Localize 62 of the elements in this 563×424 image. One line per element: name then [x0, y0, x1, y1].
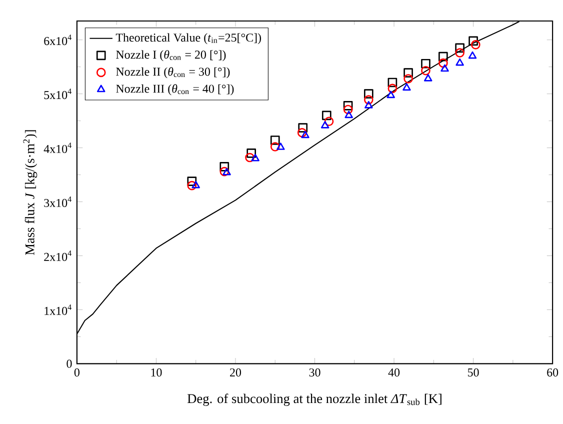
x-tick-label: 60: [547, 368, 558, 377]
point: [246, 148, 256, 158]
point: [388, 78, 398, 88]
legend-label: Nozzle I (θ$_{con}$ = 20 [°]): [116, 50, 226, 62]
y-tick-label: 4x10$^{4}$: [44, 142, 72, 154]
point: [456, 58, 464, 66]
point: [301, 130, 310, 138]
point: [468, 52, 477, 59]
point: [364, 95, 374, 105]
x-tick-label: 30: [309, 368, 320, 377]
point: [220, 162, 230, 172]
point: [343, 105, 353, 114]
y-tick-label: 0: [66, 360, 72, 368]
point: [298, 123, 308, 133]
point: [297, 128, 307, 138]
point: [344, 110, 353, 118]
point: [187, 181, 197, 190]
point: [455, 48, 464, 58]
x-tick-label: 0: [74, 368, 80, 377]
point: [402, 83, 411, 91]
x-tick-label: 40: [388, 368, 400, 377]
x-tick-label: 20: [230, 368, 242, 377]
y-tick-label: 5x10$^{4}$: [44, 88, 72, 100]
point: [222, 168, 231, 176]
legend-label: Theoretical Value (t$_{in}$=25[°C]): [116, 33, 262, 44]
point: [320, 121, 330, 129]
point: [455, 43, 464, 53]
point: [438, 58, 448, 68]
x-tick-label: 50: [468, 368, 479, 377]
point: [192, 181, 200, 188]
point: [404, 74, 413, 84]
point: [220, 167, 230, 176]
point: [440, 64, 449, 72]
point: [245, 153, 254, 162]
point: [471, 40, 480, 50]
y-tick-label: 3x10$^{4}$: [44, 196, 72, 208]
point: [251, 154, 260, 162]
point: [424, 74, 432, 82]
y-tick-label: 2x10$^{4}$: [44, 250, 72, 262]
point: [324, 116, 334, 126]
point: [364, 89, 374, 99]
y-axis-title: Mass flux J [kg/(s·m$^{2}$)]: [23, 130, 38, 256]
point: [343, 101, 353, 111]
point: [322, 110, 332, 120]
point: [187, 176, 197, 186]
legend-label: Nozzle II (θ$_{con}$ = 30 [°]): [116, 67, 230, 78]
point: [421, 66, 430, 76]
point: [386, 90, 395, 98]
point: [270, 142, 280, 152]
y-tick-label: 6x10$^{4}$: [44, 34, 72, 46]
point: [364, 101, 373, 109]
point: [468, 36, 478, 46]
point: [388, 84, 398, 94]
point: [438, 52, 448, 62]
point: [421, 59, 430, 68]
x-tick-label: 10: [151, 368, 162, 377]
legend-label: Nozzle III (θ$_{con}$ = 40 [°]): [116, 84, 234, 96]
point: [404, 68, 413, 78]
y-tick-label: 1x10$^{4}$: [44, 304, 72, 316]
point: [270, 136, 280, 146]
x-axis-title: Deg. of subcooling at the nozzle inlet ΔT$_{sub}$ [K]: [187, 394, 442, 406]
point: [276, 142, 285, 150]
